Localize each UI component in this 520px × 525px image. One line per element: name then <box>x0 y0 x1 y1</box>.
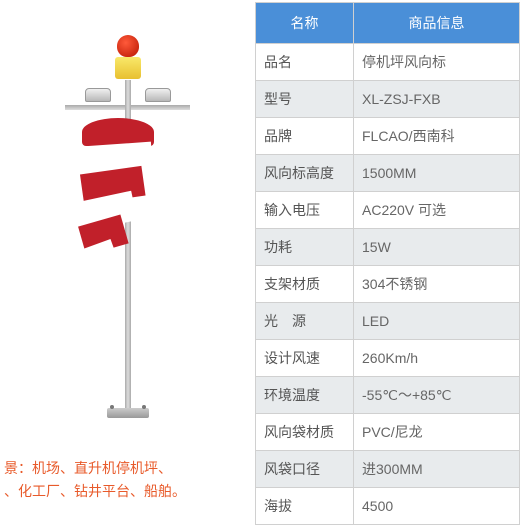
spec-value: 304不锈钢 <box>354 266 520 303</box>
base-plate <box>107 408 149 418</box>
spec-panel: 名称 商品信息 品名停机坪风向标型号XL-ZSJ-FXB品牌FLCAO/西南科风… <box>255 0 520 520</box>
table-row: 型号XL-ZSJ-FXB <box>256 81 520 118</box>
spec-label: 光 源 <box>256 303 354 340</box>
spec-value: 进300MM <box>354 451 520 488</box>
spec-table: 名称 商品信息 品名停机坪风向标型号XL-ZSJ-FXB品牌FLCAO/西南科风… <box>255 2 520 525</box>
spec-label: 输入电压 <box>256 192 354 229</box>
spec-value: 停机坪风向标 <box>354 44 520 81</box>
windsock-icon <box>70 118 165 298</box>
spec-label: 风向袋材质 <box>256 414 354 451</box>
caption-line-2: 、化工厂、钻井平台、船舶。 <box>4 480 255 502</box>
caption-text: 景：机场、直升机停机坪、 、化工厂、钻井平台、船舶。 <box>0 457 255 502</box>
spec-value: 4500 <box>354 488 520 525</box>
table-row: 输入电压AC220V 可选 <box>256 192 520 229</box>
spec-value: XL-ZSJ-FXB <box>354 81 520 118</box>
spec-value: 260Km/h <box>354 340 520 377</box>
table-row: 品名停机坪风向标 <box>256 44 520 81</box>
spec-label: 海拔 <box>256 488 354 525</box>
spec-value: FLCAO/西南科 <box>354 118 520 155</box>
spec-label: 品牌 <box>256 118 354 155</box>
spec-value: 1500MM <box>354 155 520 192</box>
header-name: 名称 <box>256 3 354 44</box>
table-row: 风向袋材质PVC/尼龙 <box>256 414 520 451</box>
table-row: 海拔4500 <box>256 488 520 525</box>
product-illustration <box>10 10 245 440</box>
spec-value: 15W <box>354 229 520 266</box>
table-row: 风袋口径进300MM <box>256 451 520 488</box>
spec-value: -55℃～+85℃ <box>354 377 520 414</box>
spec-value: AC220V 可选 <box>354 192 520 229</box>
page-container: 景：机场、直升机停机坪、 、化工厂、钻井平台、船舶。 名称 商品信息 品名停机坪… <box>0 0 520 520</box>
spec-value: PVC/尼龙 <box>354 414 520 451</box>
table-row: 环境温度-55℃～+85℃ <box>256 377 520 414</box>
table-header-row: 名称 商品信息 <box>256 3 520 44</box>
spec-label: 环境温度 <box>256 377 354 414</box>
table-row: 功耗15W <box>256 229 520 266</box>
spec-label: 风袋口径 <box>256 451 354 488</box>
spec-label: 风向标高度 <box>256 155 354 192</box>
caption-line-1: 景：机场、直升机停机坪、 <box>4 457 255 479</box>
spec-label: 品名 <box>256 44 354 81</box>
table-row: 风向标高度1500MM <box>256 155 520 192</box>
table-row: 品牌FLCAO/西南科 <box>256 118 520 155</box>
spec-label: 功耗 <box>256 229 354 266</box>
spec-label: 设计风速 <box>256 340 354 377</box>
table-row: 光 源LED <box>256 303 520 340</box>
table-row: 支架材质304不锈钢 <box>256 266 520 303</box>
table-row: 设计风速260Km/h <box>256 340 520 377</box>
spec-label: 型号 <box>256 81 354 118</box>
spec-value: LED <box>354 303 520 340</box>
spec-label: 支架材质 <box>256 266 354 303</box>
header-info: 商品信息 <box>354 3 520 44</box>
product-panel: 景：机场、直升机停机坪、 、化工厂、钻井平台、船舶。 <box>0 0 255 520</box>
beacon-light-icon <box>114 35 142 85</box>
